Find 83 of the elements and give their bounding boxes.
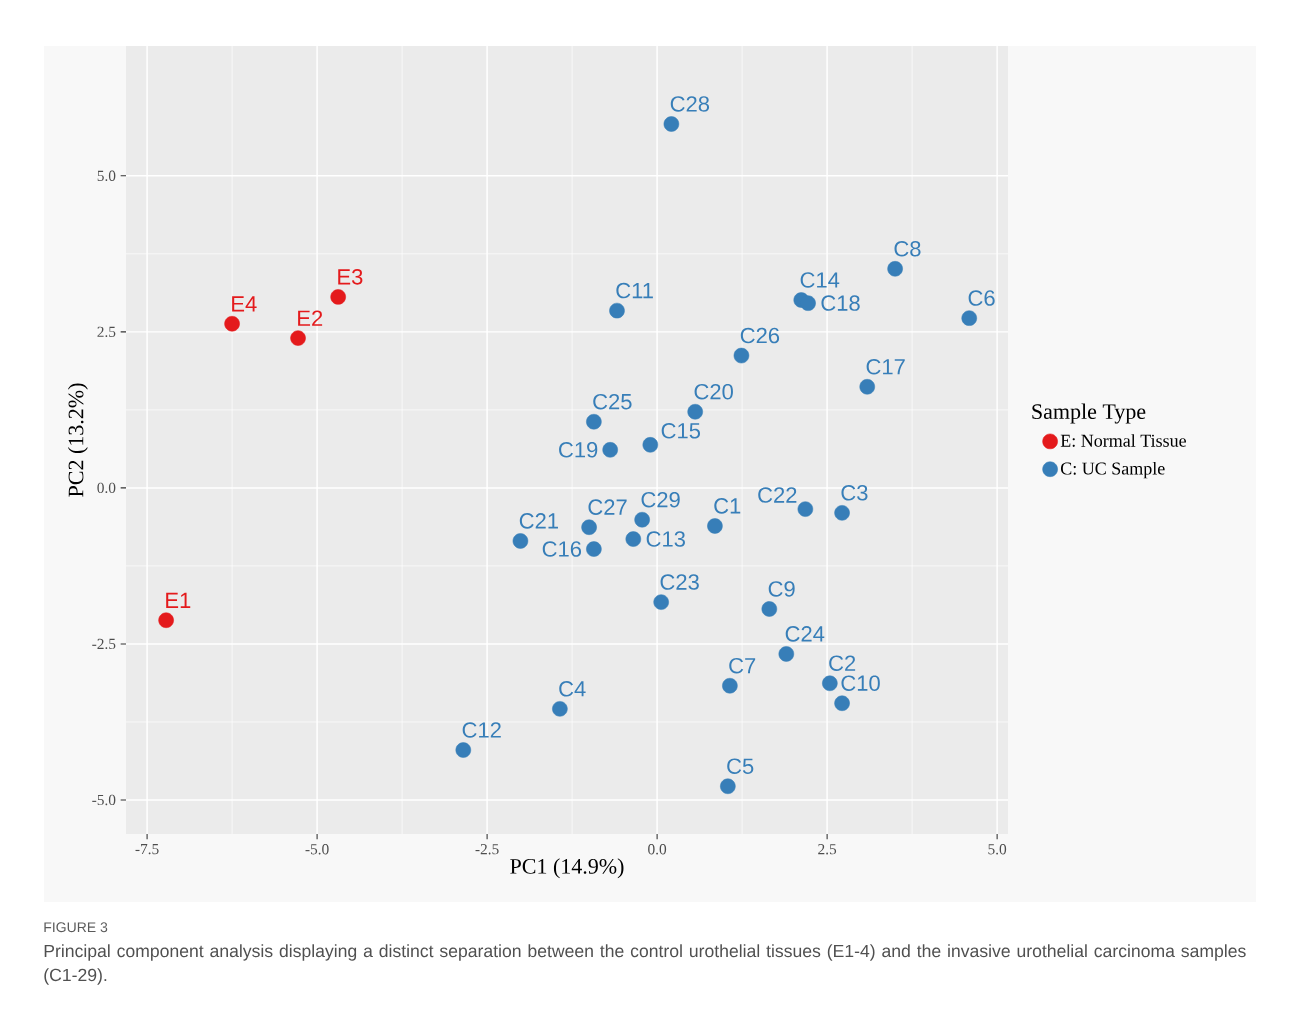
annotation: C7 [729, 657, 756, 674]
point [158, 612, 174, 628]
x-tick-label: -5.0 [305, 844, 329, 855]
annotation: C22 [758, 487, 797, 503]
point [290, 330, 306, 346]
annotation: C8 [894, 240, 921, 257]
point [642, 437, 659, 453]
annotation: C23 [660, 574, 699, 590]
point [761, 601, 778, 617]
annotation: C10 [841, 675, 880, 691]
x-tick-label: 2.5 [818, 844, 837, 855]
annotation: C28 [670, 96, 710, 112]
point [887, 261, 903, 277]
point [859, 379, 875, 395]
point [653, 594, 669, 610]
annotation: C11 [616, 282, 653, 299]
y-tick-label: -2.5 [92, 638, 116, 650]
point [687, 404, 703, 420]
annotation: C25 [593, 393, 632, 410]
point [800, 295, 816, 311]
point [834, 505, 850, 521]
annotation: C16 [542, 541, 582, 557]
point [224, 316, 240, 332]
point [586, 414, 602, 430]
point [663, 116, 680, 132]
annotation: C18 [821, 295, 860, 311]
legend-label: C: UC Sample [1060, 461, 1165, 479]
point [552, 701, 568, 717]
annotation: C29 [641, 491, 680, 508]
y-tick-label: 0.0 [97, 482, 116, 494]
annotation: C6 [968, 290, 995, 306]
annotation: C15 [661, 422, 701, 439]
y-axis-title: PC2 (13.2%) [67, 383, 88, 497]
point [961, 310, 977, 326]
y-tick-label: -5.0 [92, 794, 116, 806]
annotation: C24 [785, 626, 825, 642]
legend-title: Sample Type [1032, 403, 1146, 424]
x-tick-label: -7.5 [135, 844, 159, 855]
point [512, 533, 529, 549]
annotation: C27 [588, 499, 627, 515]
point [722, 678, 738, 694]
x-axis-title: PC1 (14.9%) [510, 858, 624, 879]
annotation: C13 [646, 531, 685, 547]
point [609, 302, 625, 319]
annotation: C5 [727, 758, 754, 774]
annotation: C2 [829, 655, 856, 671]
annotation: E1 [166, 592, 191, 608]
annotation: C12 [462, 722, 501, 738]
annotation: C4 [559, 681, 586, 697]
x-tick-label: -2.5 [475, 844, 499, 855]
annotation: C14 [800, 272, 840, 288]
point [797, 501, 814, 517]
annotation: C19 [559, 441, 598, 458]
point [778, 646, 795, 662]
y-tick-label: 5.0 [97, 170, 116, 182]
annotation: C3 [841, 485, 868, 501]
point [625, 531, 642, 547]
point [602, 442, 618, 458]
point [720, 778, 736, 794]
annotation: E3 [338, 269, 363, 285]
point [822, 675, 838, 691]
annotation: C20 [694, 383, 733, 400]
annotation: C1 [714, 498, 741, 514]
point [581, 519, 597, 535]
annotation: C9 [768, 581, 795, 597]
annotation: C17 [866, 358, 905, 375]
point [586, 541, 602, 557]
point [330, 289, 346, 305]
annotation: E4 [232, 296, 257, 312]
annotation: E2 [298, 310, 323, 326]
text: Principal component analysis displaying a distinct separation between the control urothelial tissues (E1-4) and the invasive urothelial carcinoma samples (C1-29). [44, 944, 1246, 985]
point [455, 742, 472, 758]
annotation: C26 [740, 327, 780, 344]
annotation: C21 [519, 513, 558, 529]
point [834, 695, 850, 711]
x-tick-label: 0.0 [648, 844, 667, 855]
point [634, 512, 650, 528]
legend-label: E: Normal Tissue [1060, 434, 1186, 447]
y-tick-label: 2.5 [97, 326, 116, 338]
point [707, 518, 723, 534]
point [733, 347, 750, 364]
x-tick-label: 5.0 [988, 844, 1007, 855]
caption: FIGURE 3 [44, 922, 108, 933]
